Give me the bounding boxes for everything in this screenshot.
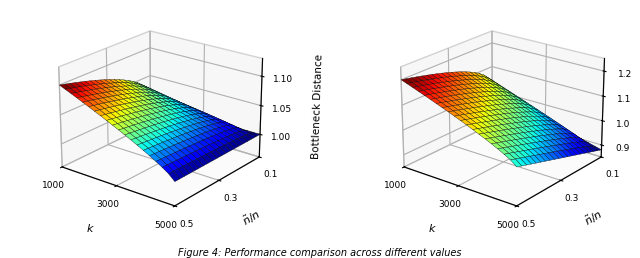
X-axis label: $k$: $k$ — [428, 222, 436, 234]
Y-axis label: $\tilde{n}/n$: $\tilde{n}/n$ — [239, 208, 263, 229]
Text: Figure 4: Performance comparison across different values: Figure 4: Performance comparison across … — [179, 248, 461, 258]
X-axis label: $k$: $k$ — [86, 222, 95, 234]
Y-axis label: $\tilde{n}/n$: $\tilde{n}/n$ — [582, 208, 605, 229]
